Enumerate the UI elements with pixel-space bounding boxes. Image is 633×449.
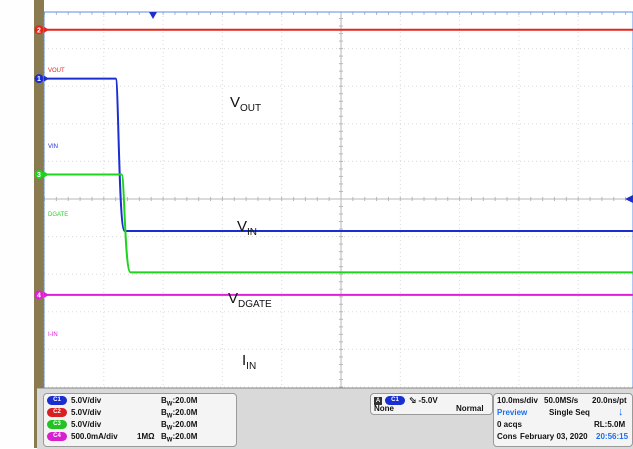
timebase[interactable]: 10.0ms/div	[497, 396, 538, 405]
channel-3-bandwidth: BW:20.0M	[161, 420, 198, 432]
channel-1-marker	[34, 74, 44, 84]
channel-4-marker-label: 4	[37, 292, 41, 299]
trigger-source-badge[interactable]: C1	[385, 396, 405, 406]
channel-1-badge[interactable]: C1	[47, 396, 67, 406]
graticule-area	[44, 12, 633, 388]
channel-row-1[interactable]: C1 5.0V/div	[47, 396, 102, 406]
annotation-iin: IIN	[242, 352, 257, 372]
channel-1-scale: 5.0V/div	[71, 396, 102, 405]
trigger-type: None	[374, 404, 394, 413]
channel-3-badge[interactable]: C3	[47, 420, 67, 430]
channel-markers: 2 1 3 4	[34, 25, 49, 300]
channel-2-pointer-icon	[44, 26, 49, 33]
annotation-vdgate: VDGATE	[228, 290, 272, 310]
annotation-vout: VOUT	[230, 94, 262, 114]
channel-row-4[interactable]: C4 500.0mA/div	[47, 432, 118, 442]
trace-vin	[44, 77, 633, 232]
clock-time: 20:56:15	[596, 432, 629, 441]
channel-1-bandwidth: BW:20.0M	[161, 396, 198, 408]
left-rail	[34, 0, 44, 448]
acquisition-panel[interactable]: 10.0ms/div 50.0MS/s 20.0ns/pt Preview Si…	[493, 393, 633, 447]
trace-dgate	[44, 173, 633, 274]
channel-4-badge[interactable]: C4	[47, 432, 67, 442]
trigger-panel[interactable]: A C1 ⬂ -5.0V None Normal	[370, 393, 493, 415]
trigger-mode-badge[interactable]: A	[374, 396, 382, 405]
channel-2-marker	[34, 25, 44, 35]
record-length: RL:5.0M	[594, 420, 626, 429]
channel-2-badge[interactable]: C2	[47, 408, 67, 418]
channel-row-2[interactable]: C2 5.0V/div	[47, 408, 102, 418]
annotation-vin: VIN	[237, 218, 258, 238]
trigger-source-row: A C1 ⬂ -5.0V	[374, 395, 438, 406]
resolution: 20.0ns/pt	[592, 396, 627, 405]
channel-2-marker-label: 2	[37, 27, 41, 34]
left-bezel	[0, 0, 37, 448]
sample-rate: 50.0MS/s	[544, 396, 579, 405]
cons-label: Cons	[497, 432, 517, 441]
channel-settings-panel[interactable]: C1 5.0V/div BW:20.0M C2 5.0V/div BW:20.0M …	[43, 393, 237, 447]
channel-4-bandwidth: BW:20.0M	[161, 432, 198, 444]
channel-2-bandwidth: BW:20.0M	[161, 408, 198, 420]
trigger-mode: Normal	[456, 404, 484, 413]
status-bar: C1 5.0V/div BW:20.0M C2 5.0V/div BW:20.0M …	[37, 388, 633, 449]
trace-label-vout: VOUT	[48, 68, 65, 74]
date: February 03, 2020	[520, 432, 588, 441]
channel-3-pointer-icon	[44, 171, 49, 178]
channel-3-scale: 5.0V/div	[71, 420, 102, 429]
run-mode[interactable]: Single Seq	[549, 408, 590, 417]
trace-label-iin: I-IN	[48, 332, 58, 338]
channel-4-scale: 500.0mA/div	[71, 432, 118, 441]
channel-4-pointer-icon	[44, 291, 49, 298]
trigger-level-icon[interactable]	[625, 195, 633, 203]
trigger-level: -5.0V	[418, 396, 438, 405]
channel-3-marker	[34, 170, 44, 180]
preview-status: Preview	[497, 408, 528, 417]
channel-1-marker-label: 1	[37, 76, 41, 83]
waveform-traces	[44, 28, 633, 296]
single-seq-arrow-icon: ↓	[618, 406, 624, 418]
acquisition-count: 0 acqs	[497, 420, 522, 429]
trace-label-vin: VIN	[48, 144, 59, 150]
channel-4-coupling: 1MΩ	[137, 432, 155, 441]
trigger-position-icon[interactable]	[149, 12, 157, 19]
channel-row-3[interactable]: C3 5.0V/div	[47, 420, 102, 430]
channel-1-pointer-icon	[44, 75, 49, 82]
channel-2-scale: 5.0V/div	[71, 408, 102, 417]
falling-edge-icon: ⬂	[409, 395, 417, 405]
channel-4-marker	[34, 290, 44, 300]
channel-3-marker-label: 3	[37, 172, 41, 179]
trace-label-dgate: DGATE	[48, 212, 69, 218]
